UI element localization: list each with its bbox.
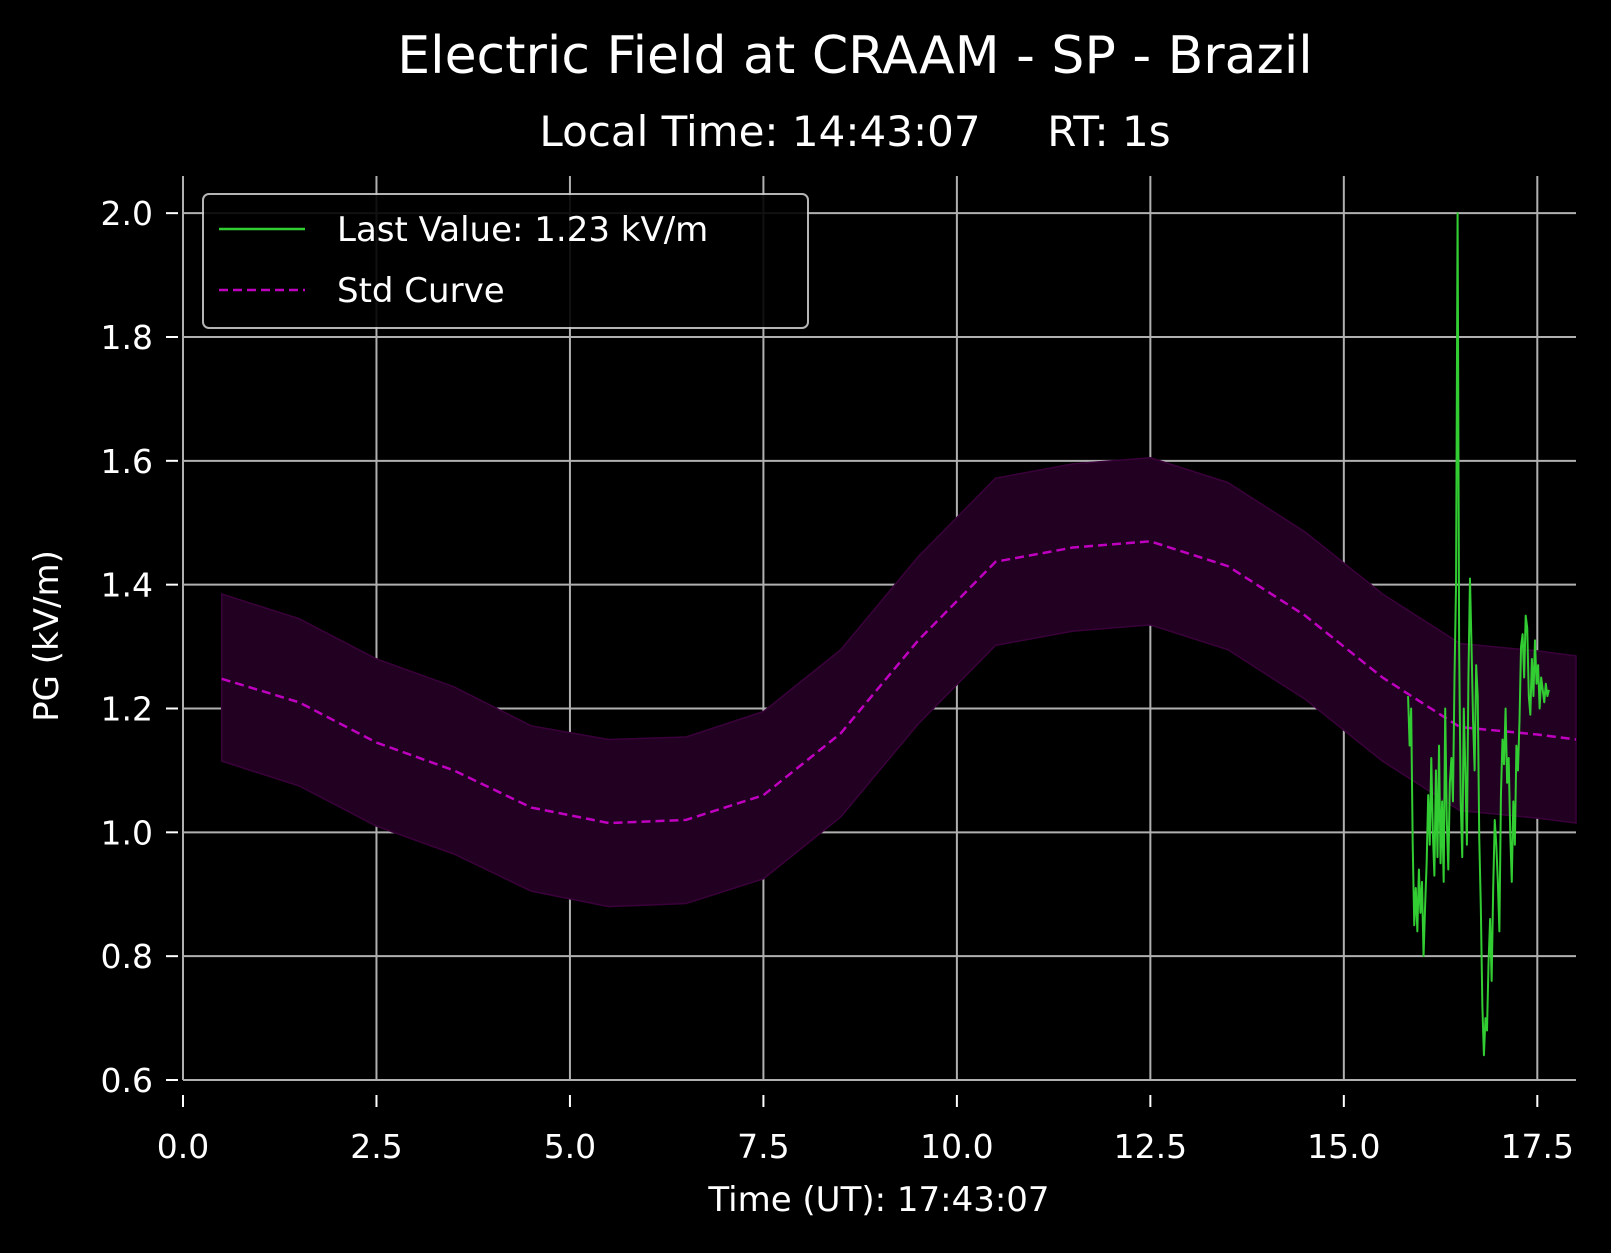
y-axis: 0.6 0.8 1.0 1.2 1.4 1.6 1.8 2.0 — [101, 194, 178, 1100]
legend-label-std-curve: Std Curve — [337, 271, 505, 311]
chart-subtitle: Local Time: 14:43:07 RT: 1s — [539, 107, 1170, 156]
y-tick-label: 1.8 — [101, 318, 153, 357]
legend-box — [202, 193, 809, 329]
x-tick-label: 2.5 — [350, 1127, 402, 1166]
x-tick-label: 10.0 — [920, 1127, 993, 1166]
chart-title: Electric Field at CRAAM - SP - Brazil — [397, 26, 1312, 86]
y-tick-label: 2.0 — [101, 194, 153, 233]
x-axis-label: Time (UT): 17:43:07 — [707, 1180, 1049, 1220]
std-band — [220, 456, 1577, 908]
x-tick-label: 15.0 — [1307, 1127, 1380, 1166]
y-tick-label: 1.2 — [101, 689, 153, 728]
legend: Last Value: 1.23 kV/m Std Curve — [202, 193, 809, 329]
y-tick-label: 1.6 — [101, 442, 153, 481]
x-tick-label: 17.5 — [1501, 1127, 1574, 1166]
series-layer — [221, 212, 1577, 1057]
std-band-layer — [220, 456, 1577, 908]
x-axis: 0.0 2.5 5.0 7.5 10.0 12.5 15.0 17.5 — [157, 1095, 1574, 1166]
x-tick-label: 5.0 — [544, 1127, 596, 1166]
y-axis-label: PG (kV/m) — [27, 550, 67, 722]
y-tick-label: 1.4 — [101, 566, 153, 605]
y-tick-label: 1.0 — [101, 813, 153, 852]
last-value-line — [1407, 212, 1550, 1057]
x-tick-label: 7.5 — [737, 1127, 789, 1166]
legend-label-last-value: Last Value: 1.23 kV/m — [337, 210, 708, 250]
x-tick-label: 0.0 — [157, 1127, 209, 1166]
std-curve-line — [221, 540, 1577, 825]
x-tick-label: 12.5 — [1114, 1127, 1187, 1166]
y-tick-label: 0.6 — [101, 1061, 153, 1100]
y-tick-label: 0.8 — [101, 937, 153, 976]
